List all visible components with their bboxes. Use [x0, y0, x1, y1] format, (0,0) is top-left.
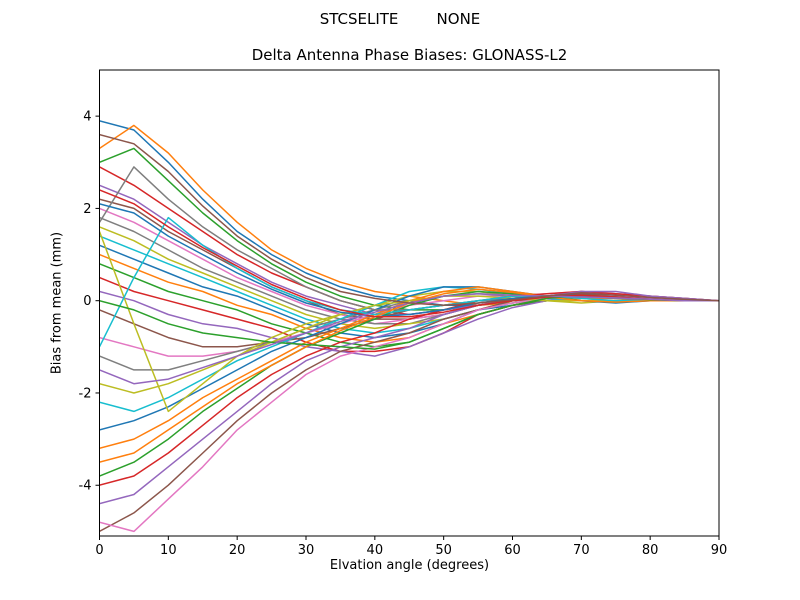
x-tick-label: 10 — [160, 543, 177, 558]
y-tick-label: -2 — [79, 386, 92, 401]
chart-line — [99, 216, 719, 348]
x-tick-label: 70 — [573, 543, 590, 558]
x-tick-label: 30 — [298, 543, 315, 558]
x-tick-label: 20 — [229, 543, 246, 558]
x-tick-label: 40 — [367, 543, 384, 558]
y-tick-label: 4 — [83, 110, 91, 125]
chart-line — [99, 290, 719, 505]
axes-title: Delta Antenna Phase Biases: GLONASS-L2 — [251, 46, 568, 64]
chart-line — [99, 290, 719, 486]
chart-line — [99, 124, 719, 307]
x-tick-label: 60 — [504, 543, 521, 558]
y-tick-label: -4 — [79, 479, 92, 494]
chart-line — [99, 133, 719, 307]
x-axis-label: Elvation angle (degrees) — [329, 558, 490, 573]
chart-line — [99, 295, 719, 533]
chart-line — [99, 286, 719, 450]
axes-spines — [99, 69, 720, 537]
figure-suptitle: STCSELITE NONE — [319, 10, 481, 28]
chart-line — [99, 286, 719, 431]
chart-line — [99, 189, 719, 318]
chart-line — [99, 120, 719, 307]
y-axis-label: Bias from mean (mm) — [49, 231, 65, 375]
x-tick-label: 80 — [642, 543, 659, 558]
chart-line — [99, 293, 719, 533]
x-tick-label: 50 — [435, 543, 452, 558]
x-tick-label: 0 — [95, 543, 103, 558]
y-tick-label: 0 — [83, 294, 91, 309]
chart-line — [99, 147, 719, 311]
x-tick-label: 90 — [711, 543, 728, 558]
y-tick-label: 2 — [83, 202, 91, 217]
